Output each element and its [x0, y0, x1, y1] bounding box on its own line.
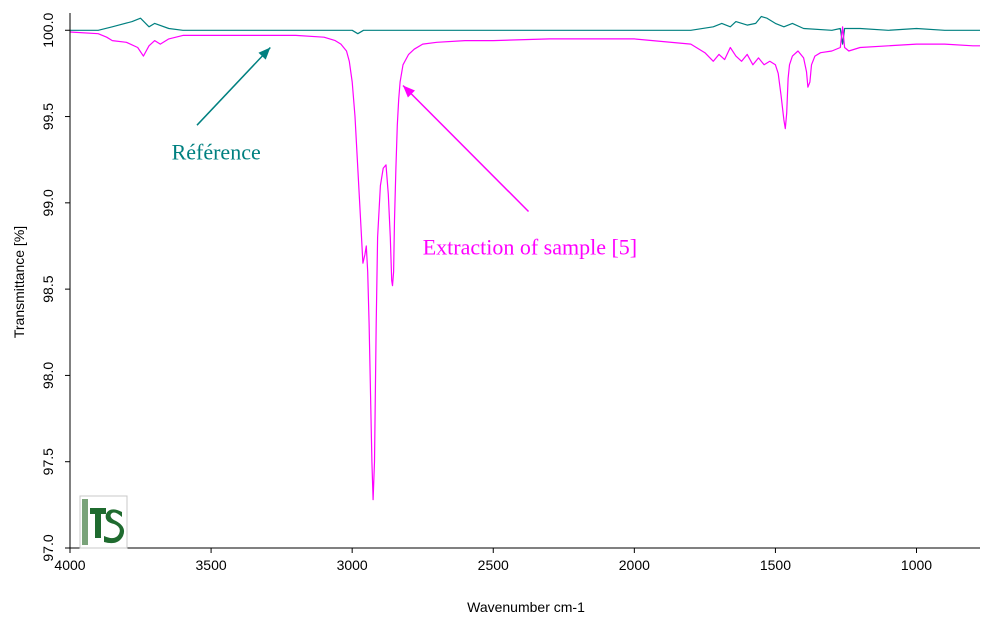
annotation-label-0: Référence: [172, 140, 261, 165]
plot-area: [69, 15, 980, 501]
x-tick-label: 1000: [901, 557, 932, 573]
y-tick-label: 98.0: [40, 362, 56, 389]
series-line-0: [70, 15, 980, 45]
y-tick-label: 97.5: [40, 448, 56, 475]
y-axis-title: Transmittance [%]: [11, 226, 27, 338]
x-axis-title: Wavenumber cm-1: [467, 599, 585, 615]
y-tick-label: 99.5: [40, 103, 56, 130]
x-tick-label: 2500: [478, 557, 509, 573]
x-tick-label: 4000: [54, 557, 85, 573]
x-tick-label: 2000: [619, 557, 650, 573]
annotation-arrow-shaft-1: [402, 84, 530, 212]
y-tick-label: 100.0: [40, 13, 56, 48]
annotation-label-1: Extraction of sample [5]: [423, 235, 637, 260]
logo-stripe: [82, 499, 88, 545]
y-tick-label: 99.0: [40, 189, 56, 216]
series-line-1: [69, 26, 980, 501]
x-tick-label: 1500: [760, 557, 791, 573]
y-tick-label: 97.0: [40, 534, 56, 561]
x-tick-label: 3000: [337, 557, 368, 573]
y-tick-label: 98.5: [40, 275, 56, 302]
annotation-arrow-head-0: [258, 47, 271, 60]
annotation-arrow-head-1: [402, 85, 415, 98]
axes: 4000 3500 3000 2500 2000 1500 1000 97.0 97.5 98.0…: [40, 13, 980, 573]
logo-t-stem: [95, 508, 101, 538]
logo-s-shape: [104, 509, 125, 544]
ts-logo: [79, 495, 128, 549]
annotation-arrow-shaft-0: [196, 47, 271, 126]
x-tick-label: 3500: [196, 557, 227, 573]
annotations: Référence Extraction of sample [5]: [172, 47, 637, 260]
